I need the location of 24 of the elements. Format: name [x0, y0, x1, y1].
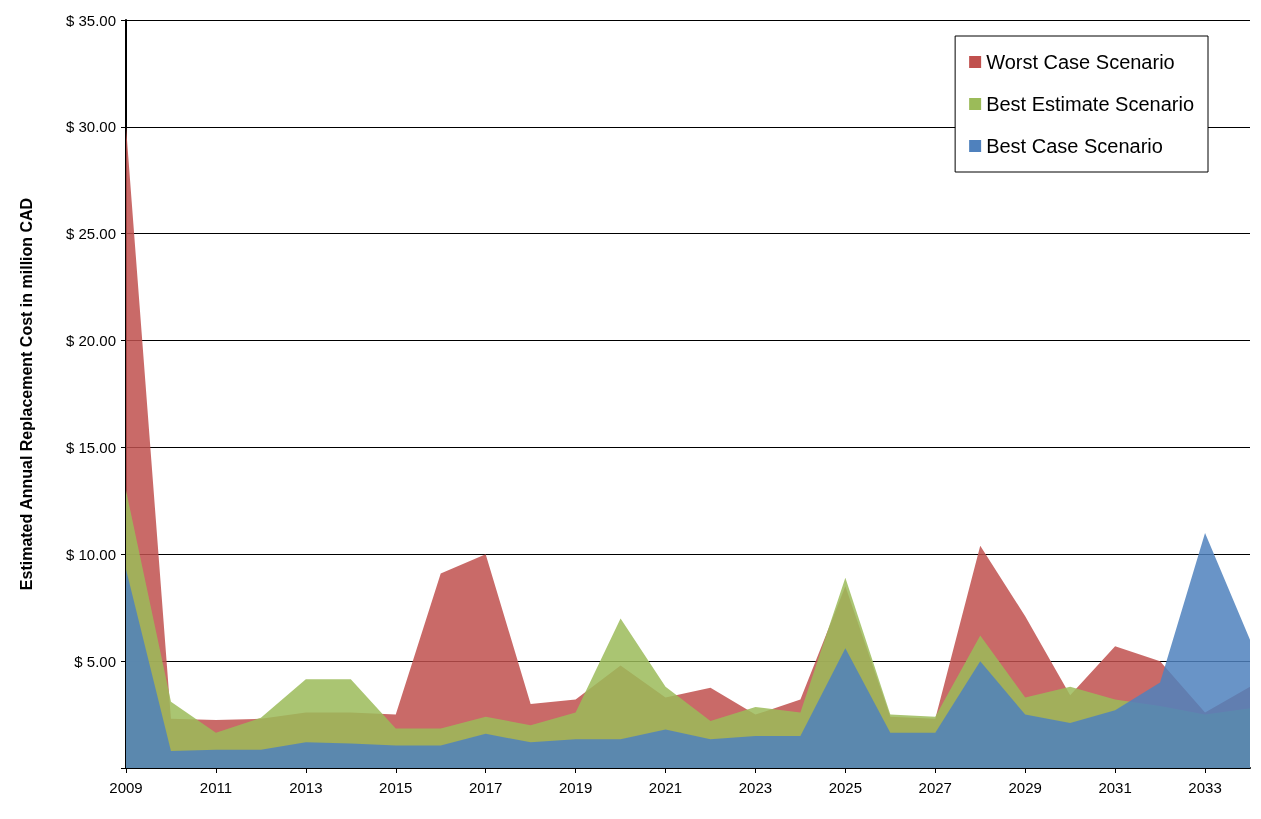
- y-tick-label: $ 30.00: [65, 118, 116, 136]
- y-tick-label: $ 25.00: [65, 225, 116, 243]
- y-tick-label: $ 10.00: [65, 545, 116, 563]
- y-tick-label: $ 20.00: [65, 332, 116, 350]
- x-tick-label: 2017: [468, 779, 503, 796]
- legend-label: Best Estimate Scenario: [986, 93, 1194, 115]
- x-tick-label: 2033: [1188, 779, 1222, 796]
- x-tick-label: 2029: [1008, 779, 1042, 796]
- x-tick-label: 2021: [648, 779, 683, 796]
- x-tick-label: 2027: [918, 779, 952, 796]
- x-tick-label: 2011: [199, 779, 233, 796]
- legend-label: Worst Case Scenario: [986, 51, 1175, 73]
- y-axis-title: Estimated Annual Replacement Cost in million CAD: [17, 197, 35, 591]
- x-tick-label: 2013: [289, 779, 323, 796]
- x-tick-label: 2019: [558, 779, 593, 796]
- x-tick-label: 2009: [109, 779, 143, 796]
- y-tick-label: $ 35.00: [65, 11, 116, 29]
- x-tick-label: 2023: [738, 779, 773, 796]
- legend-label: Best Case Scenario: [986, 135, 1163, 157]
- x-tick-label: 2025: [828, 779, 863, 796]
- y-tick-label: $ 15.00: [65, 438, 116, 456]
- x-tick-label: 2015: [379, 779, 413, 796]
- x-tick-label: 2031: [1098, 779, 1132, 796]
- y-tick-label: $ 5.00: [74, 652, 116, 670]
